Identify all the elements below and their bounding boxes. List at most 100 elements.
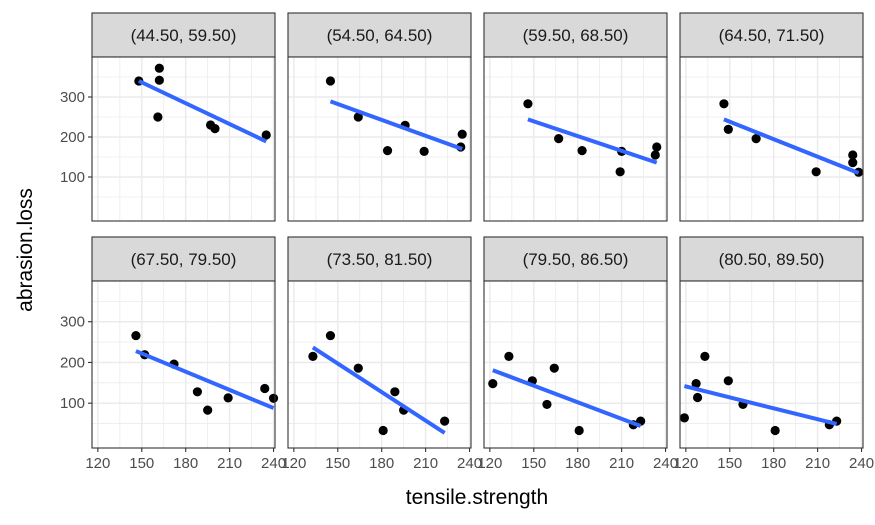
panel-border [679,56,864,222]
regression-line [723,117,860,175]
x-tick-label: 120 [673,455,698,472]
data-point [131,330,141,341]
facet-strip [287,12,472,58]
regression-line [683,384,838,426]
panel-border [287,56,472,222]
x-tick-label: 210 [609,455,634,472]
x-tick-label: 150 [325,455,350,472]
data-point [751,134,761,144]
x-tick-label: 180 [761,455,786,472]
data-point [848,158,858,168]
regression-line [311,345,446,435]
data-point [325,330,336,341]
data-point [549,363,559,373]
y-tick-label: 300 [60,89,85,106]
facet-strip [483,236,668,282]
data-point [615,167,625,177]
facet-strip [287,236,472,282]
data-point [210,124,220,134]
y-tick-label: 200 [60,129,85,146]
data-point [378,425,388,436]
facet-panel: (54.50, 64.50) [287,12,472,222]
facet-strip [679,236,864,282]
facet-strip-label: (79.50, 86.50) [523,250,629,269]
facet-panel: (44.50, 59.50) [91,12,276,222]
x-tick-label: 210 [217,455,242,472]
x-tick-label: 240 [653,455,678,472]
panel-border [91,280,276,449]
y-tick-label: 300 [60,314,85,331]
facet-strip-label: (67.50, 79.50) [131,250,237,269]
facet-strip-label: (54.50, 64.50) [327,26,433,45]
facet-panel: (64.50, 71.50) [679,12,864,222]
x-tick-label: 150 [129,455,154,472]
panel-background [92,281,275,448]
data-point [504,351,514,361]
data-point [523,99,533,109]
data-point [723,376,733,386]
facet-panel: (80.50, 89.50) [679,236,864,449]
facet-panels: (44.50, 59.50) (54.50, 64.50) (59.50, 68.5… [91,12,864,449]
data-point [652,142,662,152]
x-tick-label: 180 [369,455,394,472]
data-point [770,425,780,436]
data-point [353,363,363,373]
data-point [268,393,279,403]
y-axis-title: abrasion.loss [14,188,37,312]
facet-strip-label: (59.50, 68.50) [523,26,629,45]
data-point [848,150,858,160]
data-point [419,146,429,156]
data-point [692,392,703,403]
panel-border [679,280,864,449]
data-point [325,76,336,86]
facet-strip-label: (64.50, 71.50) [719,26,825,45]
x-tick-label: 210 [413,455,438,472]
facet-strip-label: (73.50, 81.50) [327,250,433,269]
data-point [700,351,710,361]
panel-border [287,280,472,449]
data-point [554,134,564,144]
data-point [577,146,587,156]
data-point [650,150,660,160]
panel-background [92,57,275,221]
data-point [691,379,701,389]
data-point [308,351,318,361]
data-point [223,393,233,403]
data-point [440,416,450,426]
regression-line [329,99,463,151]
facet-strip [91,12,276,58]
panel-border [483,280,668,449]
data-point [390,387,400,397]
x-tick-label: 180 [565,455,590,472]
regression-line [527,117,658,165]
data-point [542,399,552,410]
data-point [679,413,689,423]
data-point [488,379,498,389]
data-point [261,130,271,140]
data-point [719,99,729,109]
x-tick-label: 210 [805,455,830,472]
facet-panel: (67.50, 79.50) [91,236,279,449]
panel-border [91,56,276,222]
regression-line [135,349,275,410]
x-tick-label: 150 [521,455,546,472]
data-point [153,112,163,122]
facet-strip [483,12,668,58]
facet-strip [679,12,864,58]
x-tick-label: 240 [849,455,874,472]
facet-panel: (79.50, 86.50) [483,236,668,449]
x-tick-label: 180 [173,455,198,472]
x-tick-label: 240 [457,455,482,472]
panel-background [288,57,471,221]
facet-strip-label: (80.50, 89.50) [719,250,825,269]
data-point [353,112,363,122]
data-point [203,405,213,415]
y-tick-label: 200 [60,354,85,371]
data-point [723,124,733,134]
regression-line [492,368,642,428]
y-axis: 100 200 300 100 200 300 [60,89,92,412]
facet-strip-label: (44.50, 59.50) [131,26,237,45]
data-point [260,383,270,394]
